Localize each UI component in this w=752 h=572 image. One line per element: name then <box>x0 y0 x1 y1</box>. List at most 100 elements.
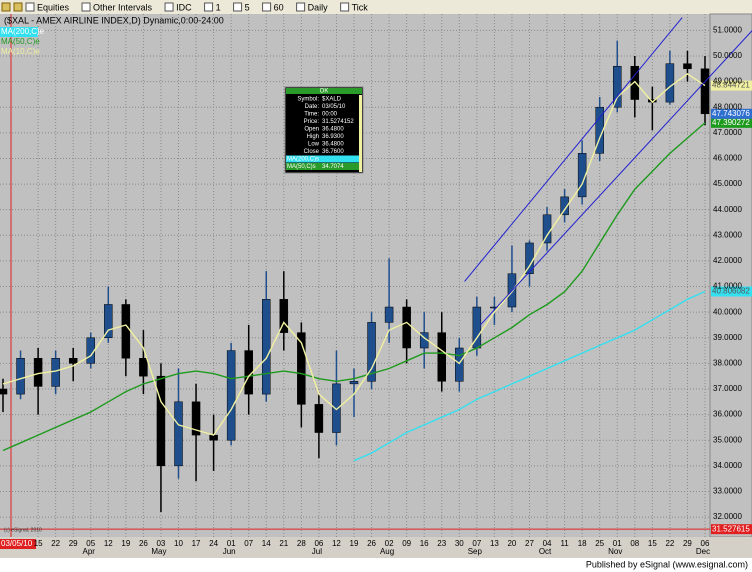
tooltip-label: Symbol: <box>297 97 319 103</box>
toolbar-button-icon <box>164 2 174 12</box>
tooltip-value: 36.7600 <box>322 149 344 155</box>
month-label: Dec <box>696 547 710 556</box>
x-tick-label: 21 <box>279 539 288 548</box>
candle-body <box>437 332 446 382</box>
candle-body <box>262 299 271 395</box>
x-tick-label: 22 <box>665 539 674 548</box>
candle-body <box>279 299 289 333</box>
toolbar-button[interactable]: Equities <box>37 2 70 12</box>
tooltip-label: Close <box>304 149 320 155</box>
toolbar-button[interactable]: Daily <box>308 2 329 12</box>
tooltip-label: High <box>307 134 319 140</box>
y-axis-area <box>709 13 752 538</box>
x-tick-label: 18 <box>578 539 587 548</box>
toolbar-button-icon <box>296 2 306 12</box>
x-tick-label: 19 <box>350 539 359 548</box>
x-tick-label: 30 <box>455 539 464 548</box>
last-value-label: 48.844721 <box>712 81 750 90</box>
x-axis-area <box>0 537 752 558</box>
y-tick-label: 49.0000 <box>713 77 742 86</box>
candle-body <box>314 404 324 433</box>
channel-line <box>464 17 683 282</box>
toolbar-button[interactable]: 60 <box>274 2 284 12</box>
tooltip-header-bg <box>286 88 362 94</box>
candle-body <box>665 63 675 103</box>
x-tick-label: 16 <box>420 539 429 548</box>
toolbar-button[interactable]: 1 <box>216 2 221 12</box>
candle-body <box>121 304 131 359</box>
x-tick-label: 24 <box>209 539 218 548</box>
x-tick-label: 12 <box>104 539 113 548</box>
toolbar-icon <box>1 2 11 12</box>
toolbar-button[interactable]: Other Intervals <box>93 2 153 12</box>
last-value-label: 31.527615 <box>712 524 750 533</box>
crosshair-date-box <box>0 539 36 549</box>
tooltip-row-bg <box>286 155 362 163</box>
last-value-box <box>711 108 752 119</box>
toolbar-button[interactable]: IDC <box>176 2 192 12</box>
candle-body <box>683 63 692 70</box>
x-tick-label: 07 <box>244 539 253 548</box>
tooltip-value: $XALD <box>322 97 342 103</box>
tooltip-label: Date: <box>305 104 320 110</box>
last-value-label: 40.806082 <box>712 287 750 296</box>
toolbar-button-icon <box>204 2 214 12</box>
y-tick-label: 46.0000 <box>713 154 742 163</box>
x-tick-label: 28 <box>297 539 306 548</box>
candle-body <box>16 358 25 395</box>
y-tick-label: 40.0000 <box>713 307 742 316</box>
x-tick-label: 29 <box>69 539 78 548</box>
copyright: (c) eSignal, 2010 <box>4 527 42 533</box>
tooltip-side <box>359 95 362 172</box>
x-tick-label: 06 <box>701 539 710 548</box>
candle-body <box>51 358 60 387</box>
x-tick-label: 01 <box>613 539 622 548</box>
y-tick-label: 33.0000 <box>713 487 742 496</box>
candle-body <box>68 358 78 364</box>
candle-body <box>349 381 359 385</box>
x-tick-label: 02 <box>385 539 394 548</box>
candle-body <box>226 350 236 441</box>
tooltip-row-bg <box>286 163 362 170</box>
legend-entry: MA(200,C)e <box>1 27 45 36</box>
x-tick-label: 13 <box>490 539 499 548</box>
x-tick-label: 09 <box>402 539 411 548</box>
y-tick-label: 43.0000 <box>713 230 742 239</box>
candle-body <box>0 388 8 395</box>
tooltip-label: Low <box>308 142 320 148</box>
month-label: Aug <box>380 547 394 556</box>
last-value-box <box>711 117 752 128</box>
x-tick-label: 17 <box>192 539 201 548</box>
y-tick-label: 37.0000 <box>713 384 742 393</box>
candle-body <box>367 322 376 382</box>
candle-body <box>455 347 464 382</box>
y-tick-label: 48.0000 <box>713 102 742 111</box>
tooltip-value: 03/05/10 <box>322 104 346 110</box>
y-tick-label: 50.0000 <box>713 51 742 60</box>
y-tick-label: 34.0000 <box>713 461 742 470</box>
tooltip-value: 00:00 <box>322 112 338 118</box>
tooltip-label: Price: <box>304 119 320 125</box>
month-label: Jun <box>223 547 236 556</box>
candle-body <box>700 68 710 115</box>
tooltip-label: MA(200,C)s <box>287 157 319 163</box>
toolbar-button-icon <box>340 2 350 12</box>
candle-body <box>209 434 218 441</box>
x-tick-label: 08 <box>630 539 639 548</box>
y-tick-label: 39.0000 <box>713 333 742 342</box>
tooltip-value: 36.4800 <box>322 127 344 133</box>
toolbar-button[interactable]: Tick <box>352 2 369 12</box>
toolbar-button-icon <box>233 2 243 12</box>
month-label: Sep <box>468 547 483 556</box>
toolbar-button-icon <box>81 2 91 12</box>
month-label: Jul <box>312 547 322 556</box>
ma-line <box>2 122 706 452</box>
last-value-box <box>711 80 752 91</box>
toolbar-button[interactable]: 5 <box>245 2 250 12</box>
toolbar-icon <box>13 2 23 12</box>
x-tick-label: 15 <box>648 539 657 548</box>
channel-line <box>479 30 752 326</box>
tooltip-value: 31.5274152 <box>322 119 354 125</box>
candle-body <box>139 358 148 377</box>
